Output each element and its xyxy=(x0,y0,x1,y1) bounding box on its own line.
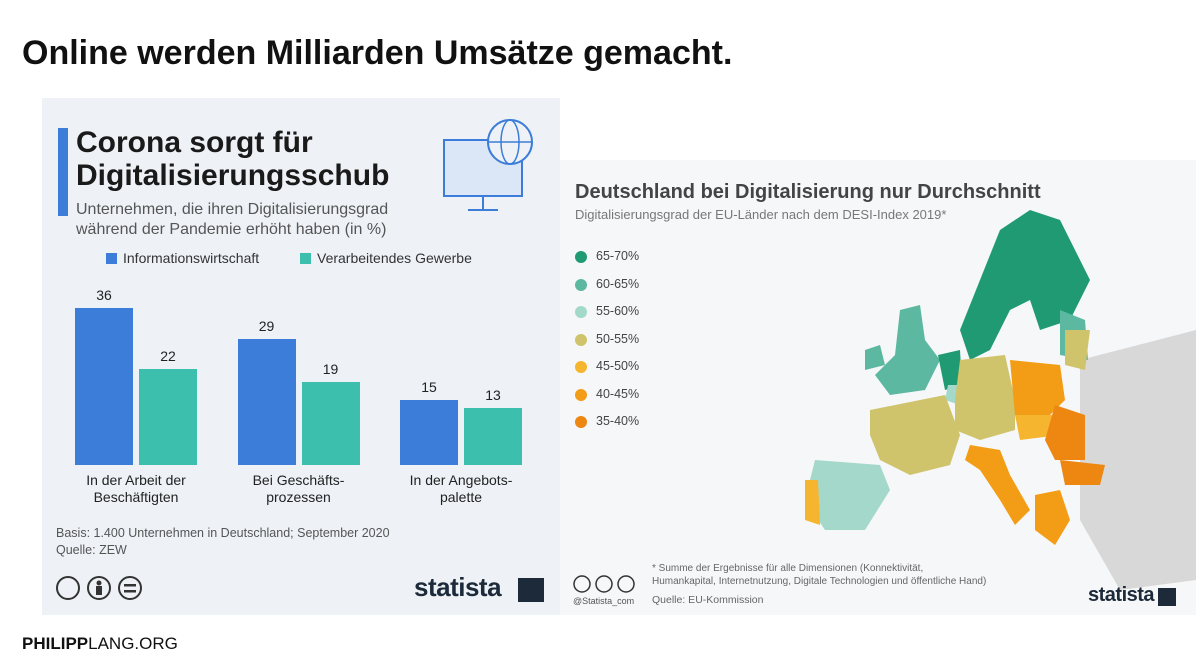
legend-label: 40-45% xyxy=(596,386,640,401)
map-subtitle: Digitalisierungsgrad der EU-Länder nach … xyxy=(575,207,947,222)
legend-dot xyxy=(575,251,587,263)
legend-swatch xyxy=(106,253,117,264)
map xyxy=(805,210,1196,590)
legend-dot xyxy=(575,278,587,291)
bar xyxy=(75,308,133,465)
map-handle: @Statista_com xyxy=(573,596,635,606)
value-label: 15 xyxy=(421,378,437,395)
legend-dot xyxy=(575,306,587,318)
x-tick-label: In der Arbeit der Beschäftigten xyxy=(86,472,186,505)
legend-label: 35-40% xyxy=(596,414,640,428)
slide-title: Online werden Milliarden Umsätze gemacht… xyxy=(22,34,733,72)
legend-label: 60-65% xyxy=(596,276,640,291)
legend-dot xyxy=(575,388,587,401)
legend-label: 45-50% xyxy=(596,359,640,373)
value-label: 22 xyxy=(160,348,176,365)
legend-label: Informationswirtschaft xyxy=(123,250,260,266)
bar xyxy=(237,338,296,465)
value-label: 19 xyxy=(322,361,339,378)
logo-mark xyxy=(518,578,544,602)
legend-label: 55-60% xyxy=(596,304,640,318)
logo: statista xyxy=(414,572,502,602)
map-source: Quelle: EU-Kommission xyxy=(652,594,764,606)
chart-source: Quelle: ZEW xyxy=(56,543,127,557)
value-label: 29 xyxy=(258,317,275,334)
legend-label: Verarbeitendes Gewerbe xyxy=(317,250,472,266)
bar xyxy=(400,399,458,465)
legend-dot xyxy=(575,333,587,346)
legend-label: 65-70% xyxy=(596,249,640,263)
footer-bold: PHILIPP xyxy=(22,634,89,653)
x-tick-label: In der Angebots- palette xyxy=(409,472,513,505)
footer-regular: LANG.ORG xyxy=(88,634,178,653)
footer: PHILIPPLANG.ORG xyxy=(22,634,178,654)
map-title: Deutschland bei Digitalisierung nur Durc… xyxy=(575,181,1041,203)
bar xyxy=(301,382,360,465)
chart-subtitle: Unternehmen, die ihren Digitalisierungsg… xyxy=(76,201,389,238)
license-icons xyxy=(573,575,635,593)
legend-dot xyxy=(575,361,587,373)
logo-mark xyxy=(1158,588,1176,606)
license-icons xyxy=(56,576,142,600)
value-label: 13 xyxy=(485,387,501,404)
x-tick-label: Bei Geschäfts- prozessen xyxy=(252,472,345,505)
bar xyxy=(464,408,522,465)
chart-note: Basis: 1.400 Unternehmen in Deutschland;… xyxy=(56,526,390,540)
legend-label: 50-55% xyxy=(596,331,640,346)
logo: statista xyxy=(1088,584,1155,606)
map-footnote: * Summe der Ergebnisse für alle Dimensio… xyxy=(652,563,987,587)
value-label: 36 xyxy=(96,287,112,303)
chart-title: Corona sorgt für Digitalisierungsschub xyxy=(76,126,390,192)
accent-bar xyxy=(58,128,68,216)
legend-swatch xyxy=(300,253,311,264)
bar xyxy=(139,369,197,465)
legend-dot xyxy=(575,416,587,428)
globe-icon xyxy=(443,119,533,211)
